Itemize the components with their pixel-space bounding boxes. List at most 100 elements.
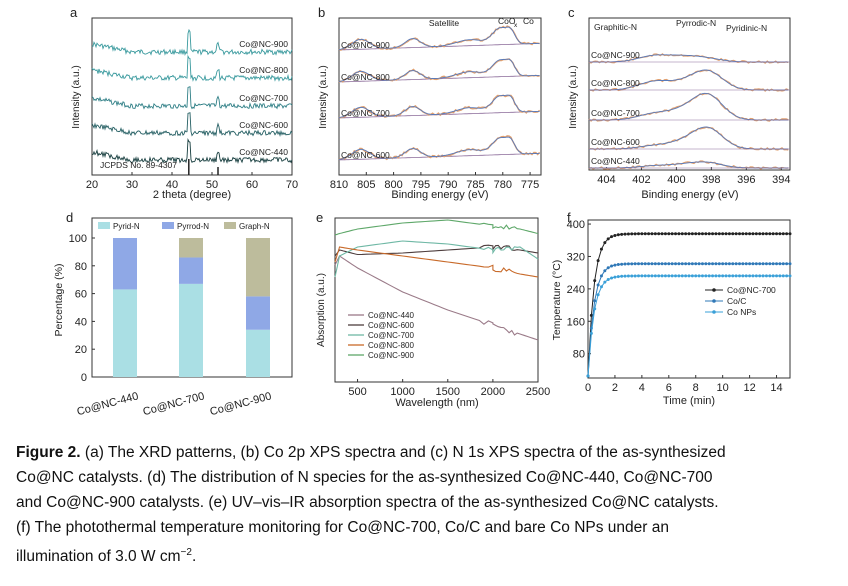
temp-point-Co/C [633, 262, 637, 266]
temp-point-Co/C [738, 262, 741, 266]
xrd-line-Co@NC-900 [91, 28, 293, 56]
temp-point-Co/C [768, 262, 772, 266]
n1s-x-tick-label: 404 [597, 174, 615, 186]
temp-legend-marker-Co NPs [712, 310, 716, 314]
ndist-legend-swatch-Pyrrod-N [162, 222, 174, 229]
temp-point-Co NPs [731, 274, 735, 278]
xrd-x-title: 2 theta (degree) [153, 189, 231, 201]
co2p-x-tick-label: 775 [521, 179, 539, 191]
temp-point-Co NPs [781, 274, 785, 278]
temp-point-Co@NC-700 [751, 232, 755, 236]
temp-point-Co NPs [680, 274, 684, 278]
uv-x-title: Wavelength (nm) [395, 397, 478, 409]
temp-point-Co@NC-700 [697, 232, 701, 236]
n1s-label-Co@NC-600: Co@NC-600 [591, 137, 640, 147]
temp-point-Co/C [630, 262, 634, 266]
temp-point-Co/C [771, 262, 775, 266]
xrd-label-Co@NC-700: Co@NC-700 [239, 93, 288, 103]
temp-point-Co NPs [670, 274, 674, 278]
uv-x-tick-label: 1500 [436, 386, 460, 398]
temp-point-Co/C [714, 262, 718, 266]
temp-point-Co/C [670, 262, 674, 266]
temp-point-Co/C [606, 266, 610, 270]
panel-letter-f: f [567, 210, 571, 225]
temp-point-Co@NC-700 [647, 232, 651, 236]
xrd-frame [91, 17, 293, 176]
temp-point-Co NPs [704, 274, 708, 278]
temp-x-tick-label: 12 [743, 382, 755, 394]
co2p-peak-sub-x: x [514, 22, 518, 29]
temp-point-Co/C [754, 262, 758, 266]
xrd-x-tick-label: 50 [206, 179, 218, 191]
temp-point-Co@NC-700 [687, 232, 691, 236]
ndist-x-label-Co@NC-900: Co@NC-900 [209, 390, 273, 418]
temp-point-Co@NC-700 [717, 232, 721, 236]
ndist-x-label-Co@NC-700: Co@NC-700 [142, 390, 206, 418]
ndist-y-tick-label: 100 [69, 233, 87, 245]
xrd-x-tick-label: 60 [246, 179, 258, 191]
xrd-line-Co@NC-700 [91, 86, 293, 110]
temp-point-Co@NC-700 [761, 232, 765, 236]
temp-point-Co/C [616, 263, 620, 267]
temp-point-Co/C [758, 262, 762, 266]
temp-point-Co NPs [714, 274, 718, 278]
co2p-x-tick-label: 810 [330, 179, 348, 191]
temp-point-Co/C [781, 262, 785, 266]
temp-point-Co/C [707, 262, 711, 266]
uv-legend-label-Co@NC-440: Co@NC-440 [368, 311, 414, 320]
temp-point-Co@NC-700 [660, 232, 664, 236]
temp-point-Co NPs [741, 274, 745, 278]
uv-legend-label-Co@NC-600: Co@NC-600 [368, 321, 414, 330]
ndist-legend-label-Pyrrod-N: Pyrrod-N [177, 222, 209, 231]
uv-y-title: Absorption (a.u.) [316, 273, 327, 347]
n1s-peak-pyridinic: Pyridinic-N [726, 23, 767, 33]
temp-y-tick-label: 80 [573, 349, 585, 361]
temp-point-Co@NC-700 [643, 232, 647, 236]
temp-point-Co/C [748, 262, 752, 266]
uv-x-tick-label: 500 [348, 386, 366, 398]
temp-point-Co/C [610, 264, 614, 268]
temp-point-Co/C [761, 262, 765, 266]
co2p-peak-satellite: Satellite [429, 18, 460, 28]
temp-x-tick-label: 8 [693, 382, 699, 394]
temp-y-tick-label: 320 [567, 251, 585, 263]
panel-f: f 0 2 4 6 8 10 12 14 80 160 240 320 400 Time (min) Temp… [551, 210, 792, 407]
ndist-bar-Pyrid-N-Co@NC-900 [246, 329, 270, 377]
ndist-y-tick-label: 80 [75, 261, 87, 273]
co2p-frame [338, 17, 542, 176]
temp-point-Co NPs [660, 274, 664, 278]
panel-letter-c: c [568, 5, 575, 20]
xrd-line-Co@NC-600 [91, 112, 293, 137]
temp-point-Co@NC-700 [599, 247, 603, 251]
temp-point-Co NPs [610, 276, 614, 280]
temp-point-Co NPs [643, 274, 647, 278]
co2p-x-tick-label: 800 [384, 179, 402, 191]
temp-point-Co@NC-700 [663, 232, 667, 236]
caption-line-4: (f) The photothermal temperature monitor… [16, 519, 669, 536]
uv-legend-label-Co@NC-800: Co@NC-800 [368, 341, 414, 350]
temp-point-Co NPs [751, 274, 755, 278]
temp-point-Co NPs [768, 274, 772, 278]
n1s-frame [588, 17, 791, 171]
co2p-label-Co@NC-700: Co@NC-700 [341, 108, 390, 118]
uv-line-Co@NC-440 [334, 255, 539, 341]
temp-legend-marker-Co@NC-700 [712, 288, 716, 292]
caption-line-3: and Co@NC-900 catalysts. (e) UV–vis–IR a… [16, 494, 719, 511]
temp-point-Co@NC-700 [633, 232, 637, 236]
temp-point-Co/C [667, 262, 671, 266]
temp-x-tick-label: 6 [666, 382, 672, 394]
n1s-y-title: Intensity (a.u.) [568, 65, 579, 128]
temp-point-Co NPs [674, 274, 678, 278]
temp-point-Co@NC-700 [680, 232, 684, 236]
uv-legend-label-Co@NC-900: Co@NC-900 [368, 351, 414, 360]
xrd-x-tick-label: 20 [86, 179, 98, 191]
xrd-line-Co@NC-440 [91, 137, 293, 164]
temp-point-Co@NC-700 [727, 232, 731, 236]
temp-point-Co/C [677, 262, 681, 266]
co2p-label-Co@NC-600: Co@NC-600 [341, 150, 390, 160]
temp-point-Co@NC-700 [603, 241, 607, 245]
temp-x-tick-label: 10 [717, 382, 729, 394]
temp-point-Co NPs [748, 274, 752, 278]
temp-point-Co/C [734, 262, 738, 266]
temp-point-Co@NC-700 [690, 232, 694, 236]
